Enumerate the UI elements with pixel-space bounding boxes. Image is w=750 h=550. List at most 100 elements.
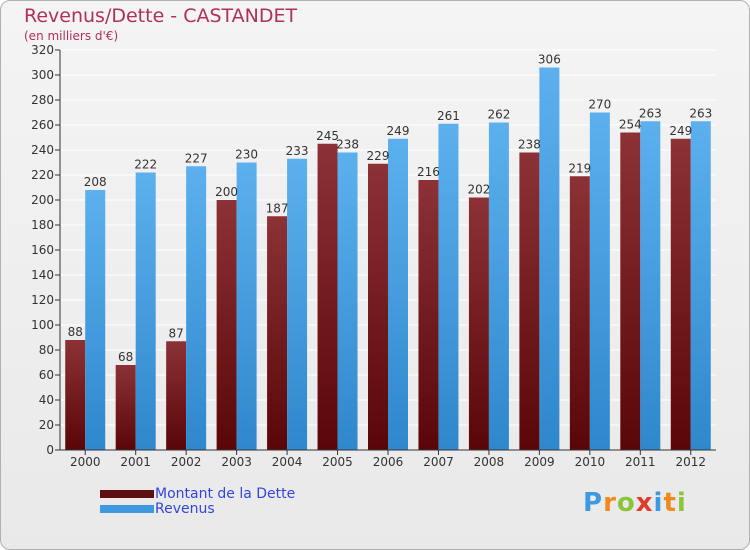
chart-title: Revenus/Dette - CASTANDET [24, 5, 298, 27]
data-label-revenus: 233 [286, 144, 309, 158]
data-label-dette: 202 [467, 183, 490, 197]
bar-revenus [135, 172, 156, 450]
y-tick-label: 140 [31, 268, 54, 282]
data-label-dette: 245 [316, 129, 339, 143]
bar-dette [670, 138, 691, 450]
data-label-revenus: 270 [588, 98, 611, 112]
bar-dette [620, 132, 641, 450]
bar-dette [115, 365, 136, 450]
x-tick-label: 2004 [272, 455, 303, 469]
x-tick-label: 2001 [120, 455, 151, 469]
data-label-dette: 88 [68, 325, 83, 339]
bar-revenus [488, 122, 509, 450]
bar-revenus [287, 158, 308, 450]
y-tick-label: 0 [46, 443, 54, 457]
data-label-revenus: 208 [84, 175, 107, 189]
data-label-dette: 254 [619, 118, 642, 132]
y-tick-label: 120 [31, 293, 54, 307]
data-label-revenus: 263 [689, 106, 712, 120]
bar-revenus [438, 123, 459, 450]
x-tick-label: 2000 [70, 455, 101, 469]
x-tick-label: 2003 [221, 455, 252, 469]
data-labels: 8820868222872272002301872332452382292492… [68, 53, 713, 365]
y-tick-label: 200 [31, 193, 54, 207]
logo-letter: P [583, 488, 604, 518]
data-label-revenus: 230 [235, 148, 258, 162]
data-label-dette: 219 [568, 161, 591, 175]
y-tick-label: 240 [31, 143, 54, 157]
data-label-dette: 238 [518, 138, 541, 152]
x-tick-label: 2009 [524, 455, 555, 469]
data-label-dette: 200 [215, 185, 238, 199]
x-tick-label: 2008 [474, 455, 505, 469]
bar-revenus [337, 152, 358, 450]
logo-letter: r [603, 488, 617, 518]
legend-label-dette: Montant de la Dette [155, 486, 296, 502]
data-label-dette: 249 [669, 124, 692, 138]
data-label-dette: 87 [169, 326, 184, 340]
y-tick-label: 160 [31, 243, 54, 257]
y-tick-label: 320 [31, 43, 54, 57]
y-tick-label: 300 [31, 68, 54, 82]
y-tick-label: 20 [39, 418, 54, 432]
x-tick-label: 2005 [322, 455, 353, 469]
y-tick-label: 80 [39, 343, 54, 357]
bar-dette [65, 340, 86, 450]
logo-letter: o [616, 488, 636, 518]
bars [65, 67, 711, 450]
bar-revenus [236, 162, 257, 450]
bar-dette [216, 200, 237, 450]
bar-revenus [589, 112, 610, 450]
logo-letter: i [653, 488, 664, 518]
x-tick-label: 2006 [373, 455, 404, 469]
x-tick-label: 2011 [625, 455, 656, 469]
bar-dette [317, 143, 338, 450]
bar-dette [267, 216, 288, 450]
axes: 0 20 40 60 80 100 120 140 160 180 200 220 240 260 280 3… [31, 43, 716, 469]
data-label-revenus: 262 [487, 108, 510, 122]
legend-swatch-dette [100, 490, 154, 498]
data-label-dette: 216 [417, 165, 440, 179]
x-tick-label: 2012 [675, 455, 706, 469]
bar-revenus [85, 190, 106, 450]
y-tick-label: 40 [39, 393, 54, 407]
data-label-revenus: 306 [538, 53, 561, 67]
chart-subtitle: (en milliers d'€) [24, 29, 119, 43]
y-tick-label: 60 [39, 368, 54, 382]
x-tick-label: 2010 [575, 455, 606, 469]
x-tick-label: 2002 [171, 455, 202, 469]
data-label-revenus: 238 [336, 138, 359, 152]
data-label-revenus: 261 [437, 109, 460, 123]
bar-dette [519, 152, 540, 450]
legend-label-revenus: Revenus [155, 501, 215, 517]
bar-revenus [539, 67, 560, 450]
bar-dette [418, 180, 439, 450]
data-label-dette: 187 [266, 201, 289, 215]
logo-letter: i [676, 488, 687, 518]
logo-letter: t [663, 488, 677, 518]
data-label-revenus: 263 [639, 106, 662, 120]
data-label-revenus: 227 [185, 151, 208, 165]
data-label-revenus: 222 [134, 158, 157, 172]
bar-revenus [388, 138, 408, 450]
bar-revenus [640, 121, 661, 450]
bar-revenus [186, 166, 207, 450]
y-tick-label: 280 [31, 93, 54, 107]
data-label-revenus: 249 [387, 124, 410, 138]
logo-letter: x [635, 488, 654, 518]
bar-dette [468, 197, 489, 450]
y-tick-label: 100 [31, 318, 54, 332]
data-label-dette: 229 [367, 149, 390, 163]
bar-dette [569, 176, 590, 450]
y-tick-label: 180 [31, 218, 54, 232]
y-tick-label: 220 [31, 168, 54, 182]
x-tick-label: 2007 [423, 455, 454, 469]
y-tick-label: 260 [31, 118, 54, 132]
bar-dette [368, 163, 388, 450]
data-label-dette: 68 [118, 350, 133, 364]
bar-dette [166, 341, 187, 450]
proxiti-logo: Proxiti [583, 488, 687, 518]
bar-revenus [690, 121, 711, 450]
legend-swatch-revenus [100, 505, 154, 513]
